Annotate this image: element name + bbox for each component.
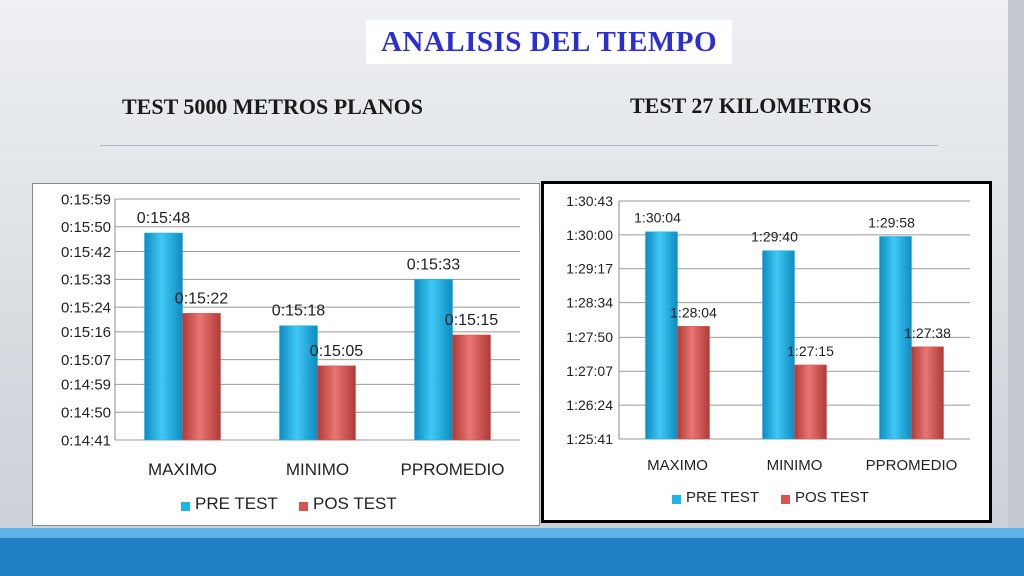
chart-5000m-svg: 0:14:41 0:14:50 0:14:59 0:15:07 0:15:16 0:15:… — [61, 191, 520, 513]
data-label: 1:27:15 — [787, 343, 834, 359]
bar-pos-test — [677, 326, 710, 440]
bar-pre-test — [279, 325, 318, 441]
slide-title-box: ANALISIS DEL TIEMPO — [366, 20, 732, 64]
data-label: 0:15:48 — [137, 210, 190, 227]
bar-pos-test — [452, 334, 491, 441]
x-category-label: MINIMO — [286, 460, 349, 479]
data-label: 1:30:04 — [634, 210, 681, 226]
data-label: 1:29:58 — [868, 214, 915, 230]
right-edge-strip — [1008, 0, 1024, 528]
slide-title: ANALISIS DEL TIEMPO — [380, 25, 718, 58]
data-label: 1:27:38 — [904, 325, 951, 341]
y-tick-label: 0:15:24 — [61, 299, 111, 316]
bar-pre-test — [414, 279, 453, 441]
y-tick-label: 1:27:50 — [566, 329, 613, 345]
bar-pos-test — [317, 365, 356, 441]
legend-swatch-pre-test — [672, 495, 681, 504]
y-tick-label: 1:30:43 — [566, 193, 613, 209]
x-category-label: MAXIMO — [647, 457, 708, 474]
x-category-label: PPROMEDIO — [866, 457, 958, 474]
legend-swatch-pre-test — [181, 502, 190, 511]
y-tick-label: 1:30:00 — [566, 227, 613, 243]
y-tick-label: 0:14:50 — [61, 404, 111, 421]
chart-27km-svg: 1:25:41 1:26:24 1:27:07 1:27:50 1:28:34 1:29:… — [566, 193, 970, 506]
y-tick-label: 0:15:59 — [61, 191, 111, 208]
footer-stripe-light — [0, 528, 1024, 538]
data-label: 1:29:40 — [751, 229, 798, 245]
legend-label: PRE TEST — [195, 494, 278, 513]
y-tick-label: 1:29:17 — [566, 261, 613, 277]
x-category-label: PPROMEDIO — [401, 460, 505, 479]
data-label: 1:28:04 — [670, 304, 717, 320]
x-category-label: MINIMO — [767, 457, 823, 474]
legend-label: POS TEST — [313, 494, 397, 513]
bar-pre-test — [879, 236, 912, 440]
y-tick-label: 0:15:42 — [61, 244, 111, 261]
y-tick-label: 0:15:07 — [61, 352, 111, 369]
bar-pos-test — [794, 364, 827, 440]
data-label: 0:15:33 — [407, 256, 460, 273]
x-category-label: MAXIMO — [148, 460, 217, 479]
bar-pos-test — [182, 313, 221, 441]
data-label: 0:15:18 — [272, 303, 325, 320]
bar-pos-test — [911, 346, 944, 440]
y-tick-label: 1:26:24 — [566, 397, 613, 413]
chart-27km: 1:25:41 1:26:24 1:27:07 1:27:50 1:28:34 1:29:… — [541, 181, 992, 523]
y-tick-label: 0:15:50 — [61, 219, 111, 236]
legend-label: POS TEST — [795, 489, 869, 506]
subtitle-5000m: TEST 5000 METROS PLANOS — [122, 94, 423, 119]
footer-stripe-dark — [0, 538, 1024, 576]
legend-swatch-pos-test — [299, 502, 308, 511]
y-tick-label: 0:14:59 — [61, 377, 111, 394]
subtitle-27km: TEST 27 KILOMETROS — [630, 93, 872, 118]
data-label: 0:15:22 — [175, 290, 228, 307]
bar-pre-test — [144, 232, 183, 441]
data-label: 0:15:05 — [310, 343, 363, 360]
bar-pre-test — [762, 250, 795, 440]
data-label: 0:15:15 — [445, 312, 498, 329]
bar-pre-test — [645, 231, 678, 440]
y-tick-label: 0:15:16 — [61, 324, 111, 341]
legend-swatch-pos-test — [781, 495, 790, 504]
y-tick-label: 0:14:41 — [61, 432, 111, 449]
legend-label: PRE TEST — [686, 489, 759, 506]
divider-line — [100, 145, 938, 146]
y-tick-label: 1:27:07 — [566, 363, 613, 379]
chart-5000m: 0:14:41 0:14:50 0:14:59 0:15:07 0:15:16 0:15:… — [32, 183, 540, 526]
y-tick-label: 1:28:34 — [566, 295, 613, 311]
y-tick-label: 1:25:41 — [566, 431, 613, 447]
y-tick-label: 0:15:33 — [61, 272, 111, 289]
